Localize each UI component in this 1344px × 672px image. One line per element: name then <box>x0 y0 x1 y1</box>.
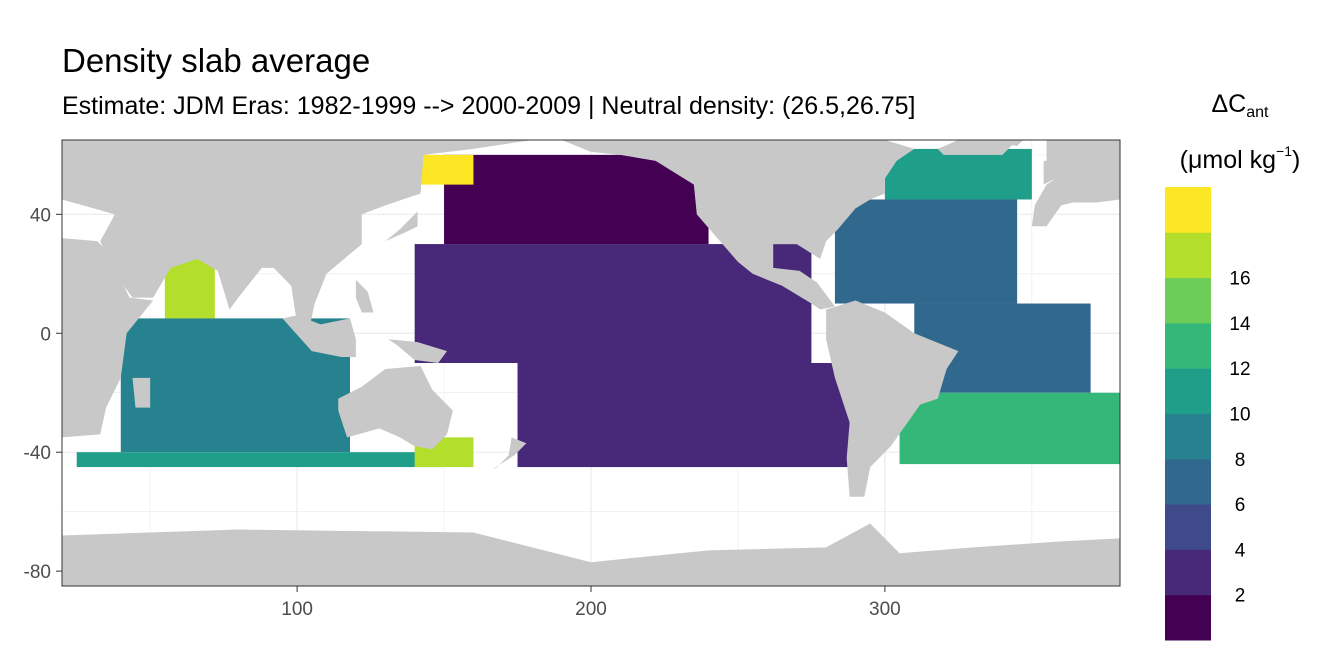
land-new-zealand <box>491 437 527 471</box>
legend-label: 14 <box>1229 314 1251 335</box>
ocean-region-arabian-sea <box>164 258 215 319</box>
y-tick-label: -40 <box>24 443 51 464</box>
land-greenland <box>937 140 1018 155</box>
legend-swatch <box>1165 504 1211 550</box>
x-tick-label: 100 <box>281 599 313 620</box>
land-africa <box>62 238 154 465</box>
ocean-region-subpolar-north-atlantic <box>884 148 1032 200</box>
legend-label: 2 <box>1235 586 1246 607</box>
legend-unit-close: ) <box>1292 146 1301 174</box>
x-axis: 100 200 300 <box>281 586 901 620</box>
legend-unit-superscript: −1 <box>1276 143 1292 159</box>
land-europe <box>1031 140 1120 227</box>
legend-label: 12 <box>1229 359 1250 380</box>
ocean-region-south-atlantic <box>899 392 1120 465</box>
land <box>62 140 1120 586</box>
land-iceland <box>993 140 1024 146</box>
x-tick-label: 300 <box>869 599 901 620</box>
legend-swatch <box>1165 232 1211 279</box>
legend-title-subscript: ant <box>1246 104 1269 121</box>
legend-swatch <box>1165 549 1211 596</box>
legend-swatch <box>1165 458 1211 505</box>
chart-subtitle: Estimate: JDM Eras: 1982-1999 --> 2000-2… <box>62 92 916 120</box>
y-tick-label: -80 <box>24 562 51 583</box>
ocean-region-south-indian <box>76 452 445 468</box>
land-philippines <box>355 279 374 313</box>
y-axis: 40 0 -40 -80 <box>24 205 62 583</box>
ocean-region-south-pacific <box>517 363 856 468</box>
legend-swatch <box>1165 187 1211 233</box>
land-north-america <box>561 140 915 310</box>
legend-label: 10 <box>1229 405 1250 426</box>
land-south-america <box>826 300 959 497</box>
legend: 2 4 6 8 10 12 14 16 <box>1165 187 1251 641</box>
legend-swatch <box>1165 368 1211 414</box>
legend-title: ΔCant (μmol kg−1) <box>1155 84 1325 178</box>
legend-unit: (μmol kg <box>1179 146 1277 174</box>
legend-swatch <box>1165 277 1211 324</box>
plot-panel <box>62 140 1120 586</box>
legend-title-symbol: ΔC <box>1211 90 1247 118</box>
ocean-data <box>76 148 1120 468</box>
legend-swatch <box>1165 322 1211 369</box>
y-tick-label: 0 <box>40 324 51 345</box>
land-new-guinea <box>388 339 447 363</box>
ocean-region-north-atlantic <box>834 199 1018 304</box>
land-madagascar <box>132 377 151 408</box>
y-tick-label: 40 <box>30 205 51 226</box>
x-tick-label: 200 <box>575 599 607 620</box>
legend-label: 8 <box>1235 450 1246 471</box>
legend-swatch <box>1165 413 1211 460</box>
legend-label: 4 <box>1235 540 1246 561</box>
land-eurasia <box>62 140 533 331</box>
chart-title: Density slab average <box>62 42 371 79</box>
ocean-region-okhotsk <box>414 154 474 185</box>
ocean-region-north-pacific <box>444 154 709 245</box>
land-antarctica <box>62 523 1120 586</box>
land-australia <box>338 365 453 450</box>
legend-label: 6 <box>1235 495 1246 516</box>
land-japan <box>385 211 418 242</box>
land-indonesia <box>282 315 356 358</box>
legend-swatch <box>1165 594 1211 641</box>
legend-label: 16 <box>1229 269 1250 290</box>
